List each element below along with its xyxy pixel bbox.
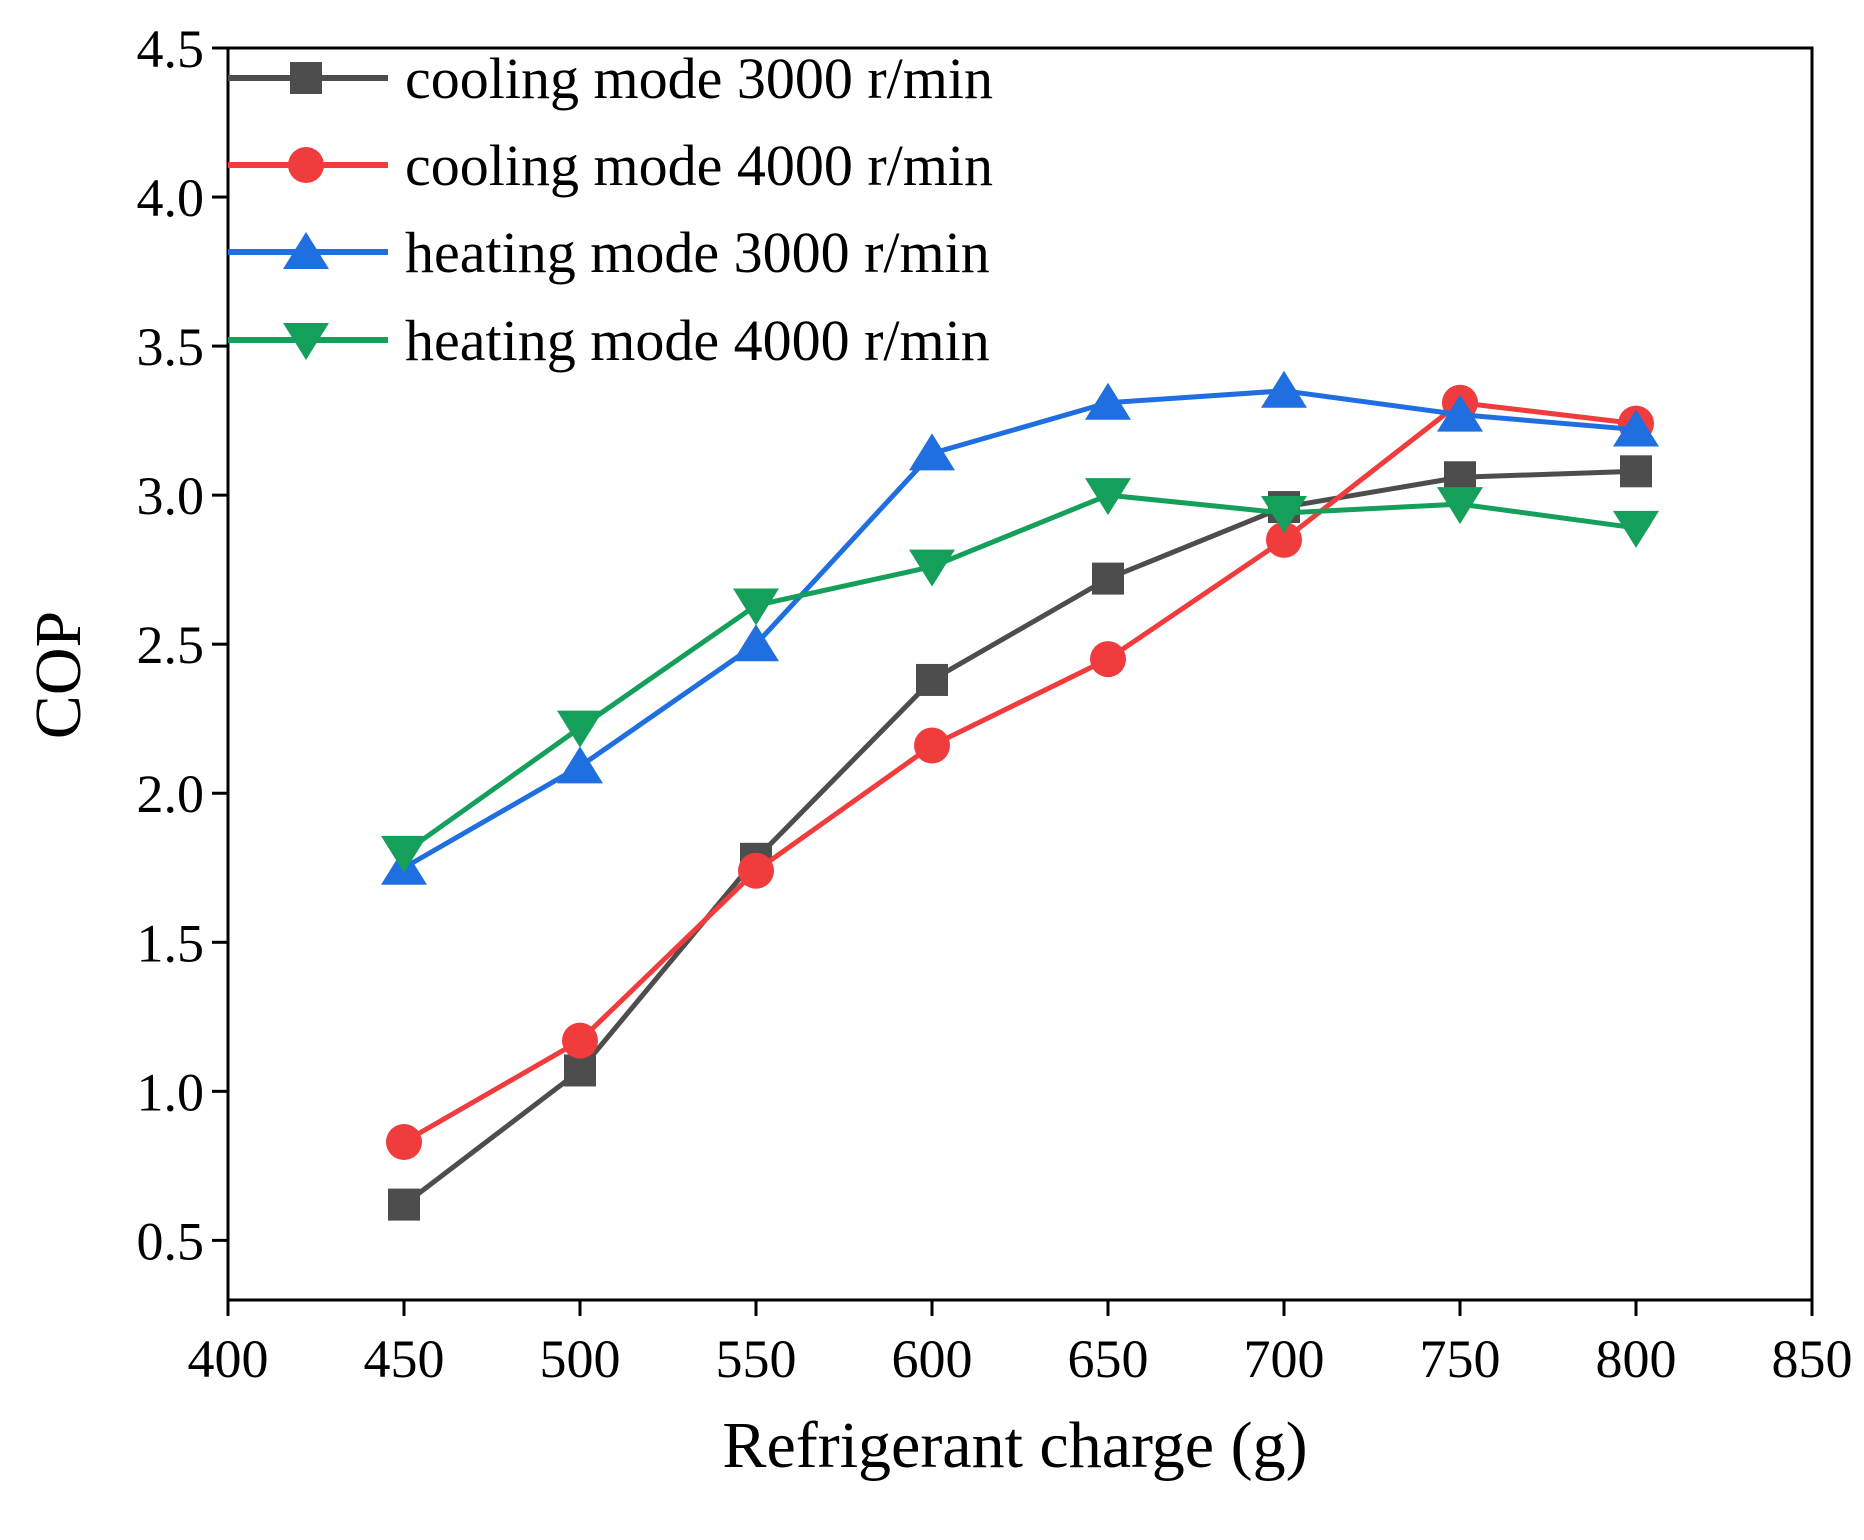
legend-item: cooling mode 4000 r/min: [228, 133, 993, 198]
plot-frame: [226, 46, 1814, 1302]
series-layer: [381, 370, 1659, 1221]
series-line: [402, 468, 1637, 1207]
y-tick-label: 3.5: [137, 317, 205, 377]
legend-item: cooling mode 3000 r/min: [228, 46, 993, 111]
y-axis-title: COP: [22, 611, 95, 739]
x-tick-label: 550: [716, 1329, 797, 1389]
data-point: [1437, 394, 1483, 432]
legend-item: heating mode 3000 r/min: [228, 220, 990, 285]
y-tick-label: 1.5: [137, 913, 205, 973]
legend-item: heating mode 4000 r/min: [228, 308, 990, 373]
legend-label: cooling mode 3000 r/min: [405, 46, 993, 111]
data-point: [914, 727, 950, 764]
x-tick-label: 650: [1068, 1329, 1149, 1389]
x-tick-label: 850: [1772, 1329, 1853, 1389]
data-point: [738, 852, 774, 889]
data-point: [909, 549, 955, 587]
data-point: [1613, 510, 1659, 548]
y-tick-label: 1.0: [137, 1062, 205, 1122]
legend-label: heating mode 4000 r/min: [405, 308, 990, 373]
y-tick-label: 4.5: [137, 19, 205, 79]
x-axis-title: Refrigerant charge (g): [722, 1409, 1307, 1482]
data-point: [381, 835, 427, 873]
data-point: [1261, 370, 1307, 408]
data-point: [1437, 487, 1483, 525]
series-circle: [386, 384, 1654, 1161]
data-point: [557, 746, 603, 784]
data-point: [1085, 478, 1131, 516]
y-tick-label: 0.5: [137, 1211, 205, 1271]
series-square: [388, 455, 1652, 1221]
legend-marker: [283, 232, 329, 269]
y-tick-label: 4.0: [137, 168, 205, 228]
x-tick-label: 700: [1244, 1329, 1325, 1389]
x-tick-label: 750: [1420, 1329, 1501, 1389]
data-point: [388, 1188, 420, 1221]
data-point: [557, 710, 603, 748]
x-tick-label: 450: [364, 1329, 445, 1389]
x-tick-label: 500: [540, 1329, 621, 1389]
legend: cooling mode 3000 r/min cooling mode 4000…: [228, 46, 993, 373]
data-point: [1090, 641, 1126, 678]
legend-marker: [283, 323, 329, 360]
legend-marker: [288, 147, 324, 183]
data-point: [733, 624, 779, 662]
data-point: [564, 1054, 596, 1087]
data-point: [1092, 562, 1124, 595]
legend-marker: [290, 62, 322, 94]
series-triangle-down: [381, 478, 1659, 873]
data-point: [916, 663, 948, 696]
data-point: [909, 433, 955, 471]
legend-label: cooling mode 4000 r/min: [405, 133, 993, 198]
data-point: [1613, 409, 1659, 447]
axes-layer: 400 450 500 550 600 650 700 750 800 850 0.5 1.0 1.5 2…: [137, 19, 1853, 1389]
x-tick-label: 600: [892, 1329, 973, 1389]
data-point: [1085, 382, 1131, 420]
legend-label: heating mode 3000 r/min: [405, 220, 990, 285]
x-tick-label: 800: [1596, 1329, 1677, 1389]
series-line: [402, 388, 1637, 870]
series-line: [402, 492, 1637, 855]
data-point: [733, 588, 779, 626]
series-line: [402, 400, 1637, 1145]
data-point: [386, 1124, 422, 1161]
data-point: [562, 1022, 598, 1059]
x-tick-label: 400: [188, 1329, 269, 1389]
data-point: [1620, 455, 1652, 488]
y-tick-label: 2.5: [137, 615, 205, 675]
data-point: [1261, 496, 1307, 534]
data-point: [1266, 521, 1302, 558]
y-tick-label: 2.0: [137, 764, 205, 824]
y-tick-label: 3.0: [137, 466, 205, 526]
